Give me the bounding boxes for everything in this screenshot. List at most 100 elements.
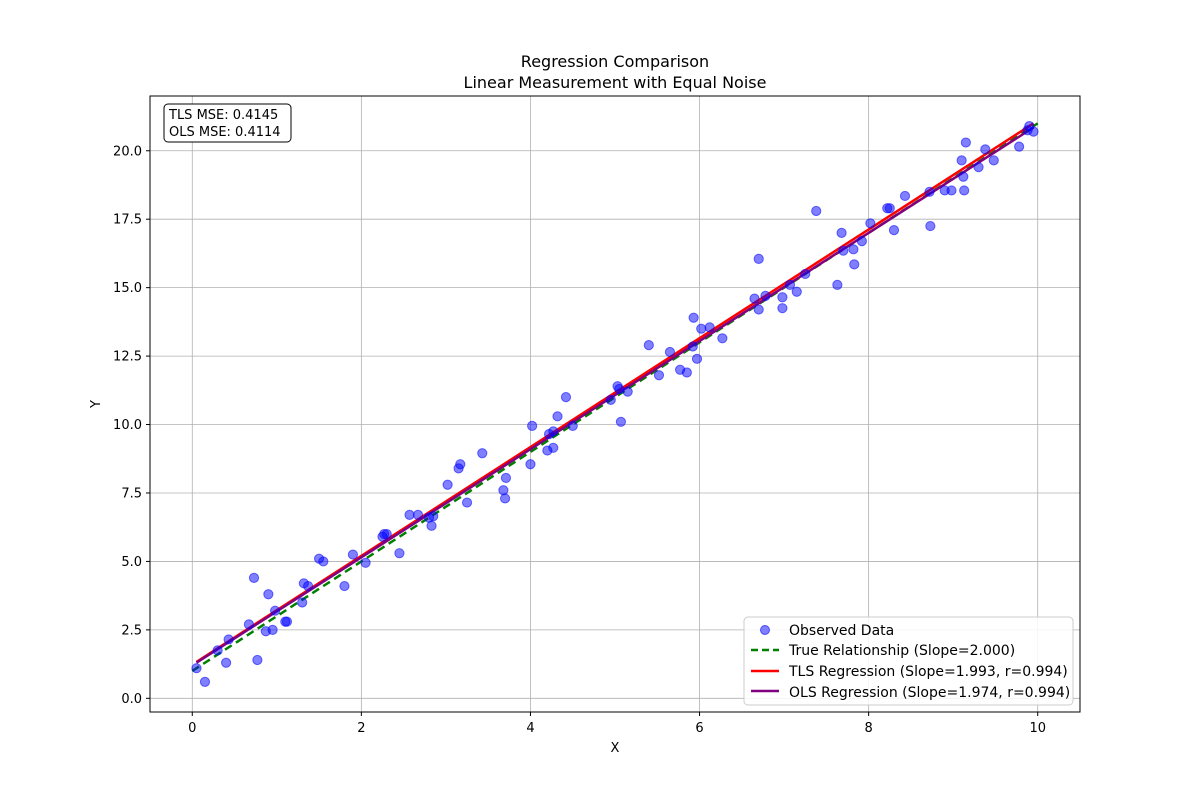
scatter-points <box>191 121 1039 687</box>
y-tick-label: 2.5 <box>121 623 142 638</box>
data-point <box>527 420 538 432</box>
y-tick-label: 7.5 <box>121 486 142 501</box>
data-point <box>925 220 936 232</box>
data-point <box>267 624 278 635</box>
x-tick-label: 6 <box>695 721 703 736</box>
data-point <box>959 185 970 196</box>
data-point <box>691 353 703 364</box>
grid <box>150 96 1080 712</box>
mse-annotation: TLS MSE: 0.4145 OLS MSE: 0.4114 <box>163 103 292 143</box>
data-point <box>548 442 559 453</box>
data-point <box>653 370 665 381</box>
legend-box <box>743 616 1074 706</box>
chart-subtitle: Linear Measurement with Equal Noise <box>464 73 767 92</box>
data-point <box>412 509 424 520</box>
y-tick-label: 0.0 <box>121 692 142 707</box>
legend-label-observed: Observed Data <box>789 623 894 639</box>
data-point <box>318 556 329 567</box>
data-point <box>461 497 473 508</box>
data-point <box>849 259 860 270</box>
data-point <box>223 634 234 645</box>
data-point <box>394 548 405 559</box>
data-point <box>614 383 625 395</box>
y-tick-label: 10.0 <box>113 418 142 433</box>
data-point <box>753 304 764 315</box>
y-tick-label: 17.5 <box>113 213 142 228</box>
data-point <box>567 420 578 432</box>
data-point <box>263 589 274 600</box>
data-point <box>777 303 788 314</box>
data-point <box>958 171 969 182</box>
data-point <box>760 290 771 301</box>
x-tick-label: 4 <box>526 721 534 736</box>
ols-mse-text: OLS MSE: 0.4114 <box>169 125 281 140</box>
plot-frame <box>149 95 1081 713</box>
y-tick-label: 15.0 <box>113 281 142 296</box>
data-point <box>753 253 764 264</box>
regression-lines <box>191 122 1039 672</box>
x-tick-label: 8 <box>864 721 872 736</box>
x-tick-label: 10 <box>1029 721 1046 736</box>
data-point <box>838 245 849 256</box>
legend-marker-observed <box>760 625 770 635</box>
data-point <box>248 572 260 583</box>
data-point <box>664 346 676 358</box>
data-point <box>404 509 415 520</box>
data-point <box>681 367 692 378</box>
data-point <box>498 485 509 496</box>
data-point <box>477 448 488 459</box>
y-tick-label: 5.0 <box>121 555 142 570</box>
data-point <box>884 203 895 214</box>
data-point <box>856 236 867 247</box>
data-point <box>381 528 392 540</box>
data-point <box>704 322 715 333</box>
data-point <box>1028 126 1039 137</box>
y-tick-label: 12.5 <box>113 350 142 365</box>
data-point <box>191 663 202 674</box>
tls-mse-text: TLS MSE: 0.4145 <box>168 108 278 123</box>
data-point <box>303 580 314 592</box>
data-point <box>622 386 633 397</box>
data-point <box>281 616 293 627</box>
data-point <box>252 654 263 666</box>
data-point <box>800 268 811 280</box>
data-point <box>339 580 350 592</box>
legend: Observed Data True Relationship (Slope=2… <box>743 616 1074 706</box>
data-point <box>548 426 559 437</box>
data-point <box>499 493 511 504</box>
data-point <box>455 459 466 470</box>
data-point <box>525 459 536 470</box>
data-point <box>643 340 654 351</box>
data-point <box>980 144 991 155</box>
data-point <box>888 225 900 236</box>
data-point <box>687 341 698 352</box>
data-point <box>836 227 847 238</box>
data-point <box>605 394 616 405</box>
data-point <box>426 520 437 531</box>
data-point <box>988 155 999 166</box>
data-point <box>615 416 627 427</box>
legend-label-true: True Relationship (Slope=2.000) <box>788 643 1015 659</box>
data-point <box>243 619 255 630</box>
data-point <box>848 244 859 255</box>
data-point <box>347 549 359 560</box>
data-point <box>1014 141 1025 152</box>
data-point <box>688 312 699 323</box>
data-point <box>696 323 707 334</box>
data-point <box>270 605 281 616</box>
data-point <box>717 333 728 344</box>
data-point <box>924 186 935 197</box>
chart-title: Regression Comparison <box>521 52 709 71</box>
data-point <box>960 137 971 148</box>
x-axis-label: X <box>611 741 620 756</box>
data-point <box>212 645 223 656</box>
data-point <box>199 676 211 687</box>
data-point <box>973 162 984 173</box>
x-tick-label: 0 <box>188 721 196 736</box>
data-point <box>428 511 439 522</box>
data-point <box>500 472 512 484</box>
ols-regression-line <box>195 126 1035 664</box>
data-point <box>360 557 371 568</box>
